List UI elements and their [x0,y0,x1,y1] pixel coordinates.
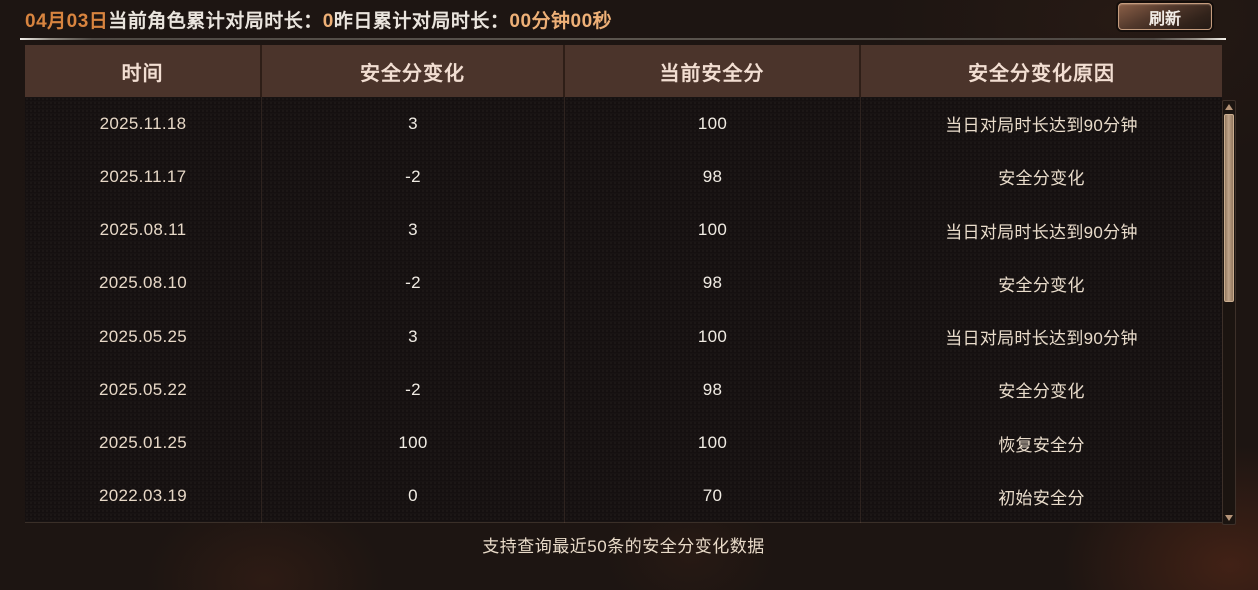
scroll-down-icon[interactable] [1225,515,1233,521]
table-row: 2025.11.17 -2 98 安全分变化 [25,150,1222,204]
row-score-change: 100 [262,416,565,470]
column-header-current-score: 当前安全分 [565,45,861,97]
table-row: 2025.01.25 100 100 恢复安全分 [25,416,1222,470]
table-row: 2025.11.18 3 100 当日对局时长达到90分钟 [25,97,1222,151]
row-change-reason: 当日对局时长达到90分钟 [945,116,1138,136]
row-date: 2025.05.22 [25,363,262,417]
row-score-change: 3 [262,97,565,151]
row-date: 2025.08.11 [25,203,262,257]
table-row: 2025.08.11 3 100 当日对局时长达到90分钟 [25,203,1222,257]
column-header-time: 时间 [25,45,262,97]
current-date: 04月03日 [25,10,109,32]
table-body: 2025.11.18 3 100 当日对局时长达到90分钟 2025.11.17 -2 98… [25,97,1222,523]
row-score-change: 3 [262,310,565,364]
row-date: 2025.11.18 [25,97,262,151]
row-score-change: 3 [262,203,565,257]
yesterday-playtime-value: 00分钟00秒 [509,10,613,32]
record-limit-note: 支持查询最近50条的安全分变化数据 [482,537,765,556]
refresh-button[interactable]: 刷新 [1118,3,1212,30]
today-playtime-value: 0 [322,10,334,32]
playtime-summary: 04月03日当前角色累计对局时长：0昨日累计对局时长：00分钟00秒 [25,6,612,33]
row-current-score: 100 [565,310,861,364]
table-row: 2025.05.22 -2 98 安全分变化 [25,363,1222,417]
row-date: 2025.08.10 [25,256,262,310]
row-change-reason: 当日对局时长达到90分钟 [945,222,1138,242]
row-current-score: 98 [565,150,861,204]
row-current-score: 98 [565,363,861,417]
row-date: 2025.05.25 [25,310,262,364]
row-change-reason: 当日对局时长达到90分钟 [945,329,1138,349]
row-current-score: 100 [565,416,861,470]
table-scrollbar[interactable] [1222,100,1236,525]
row-current-score: 70 [565,469,861,523]
today-playtime-label: 当前角色累计对局时长： [108,10,323,32]
top-bar: 04月03日当前角色累计对局时长：0昨日累计对局时长：00分钟00秒 [0,0,1258,38]
row-change-reason: 恢复安全分 [998,435,1085,455]
yesterday-playtime-label: 昨日累计对局时长： [333,10,510,32]
table-header-row: 时间 安全分变化 当前安全分 安全分变化原因 [25,45,1222,97]
column-header-score-change: 安全分变化 [262,45,565,97]
row-date: 2025.11.17 [25,150,262,204]
row-score-change: 0 [262,469,565,523]
row-score-change: -2 [262,363,565,417]
row-date: 2022.03.19 [25,469,262,523]
column-header-change-reason: 安全分变化原因 [968,62,1115,85]
row-change-reason: 安全分变化 [998,382,1085,402]
security-score-table: 时间 安全分变化 当前安全分 安全分变化原因 2025.11.18 3 100 当日对… [25,45,1222,523]
row-current-score: 100 [565,97,861,151]
table-row: 2025.05.25 3 100 当日对局时长达到90分钟 [25,310,1222,364]
scroll-up-icon[interactable] [1225,104,1233,110]
row-change-reason: 安全分变化 [998,169,1085,189]
row-score-change: -2 [262,256,565,310]
row-score-change: -2 [262,150,565,204]
row-current-score: 100 [565,203,861,257]
table-row: 2022.03.19 0 70 初始安全分 [25,469,1222,523]
row-change-reason: 安全分变化 [998,275,1085,295]
table-row: 2025.08.10 -2 98 安全分变化 [25,256,1222,310]
row-current-score: 98 [565,256,861,310]
scrollbar-thumb[interactable] [1224,114,1234,302]
row-date: 2025.01.25 [25,416,262,470]
row-change-reason: 初始安全分 [998,488,1085,508]
topbar-divider [20,38,1226,40]
